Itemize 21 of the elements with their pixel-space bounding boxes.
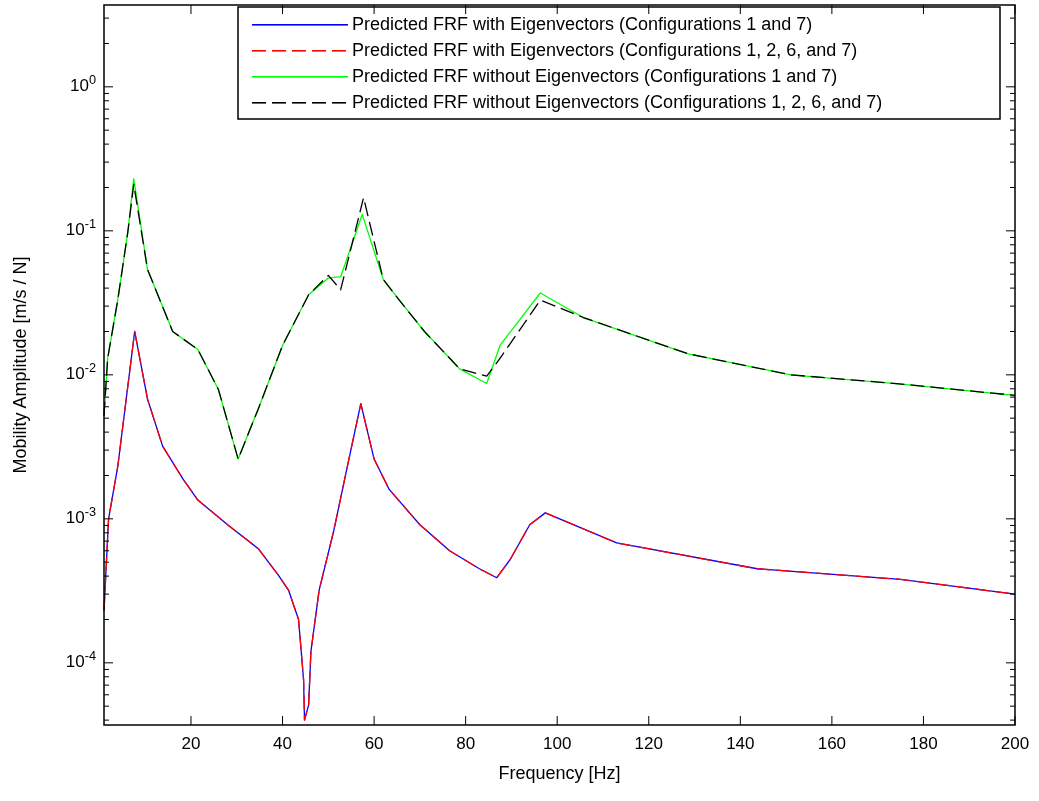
x-tick-label: 120 <box>634 734 663 753</box>
x-tick-label: 60 <box>364 734 384 753</box>
legend-label: Predicted FRF with Eigenvectors (Configurations 1, 2, 6, and 7) <box>352 40 858 60</box>
x-tick-label: 80 <box>456 734 476 753</box>
legend-label: Predicted FRF without Eigenvectors (Configurations 1, 2, 6, and 7) <box>352 92 883 112</box>
y-tick-label: 10$^{-2}$ <box>65 359 96 383</box>
y-tick-label: 10$^{0}$ <box>69 71 96 95</box>
x-tick-label: 200 <box>1000 734 1030 753</box>
x-tick-label: 40 <box>273 734 292 753</box>
y-tick-label: 10$^{-3}$ <box>65 503 96 527</box>
x-tick-label: 100 <box>543 734 572 753</box>
x-tick-label: 160 <box>817 734 847 753</box>
y-axis-title: Mobility Amplitude [m/s / N] <box>10 256 30 474</box>
y-tick-label: 10$^{-1}$ <box>65 215 96 239</box>
x-tick-label: 140 <box>726 734 755 753</box>
x-tick-label: 180 <box>909 734 938 753</box>
y-tick-label: 10$^{-4}$ <box>65 647 96 671</box>
x-tick-label: 20 <box>181 734 201 753</box>
legend-label: Predicted FRF without Eigenvectors (Configurations 1 and 7) <box>352 66 838 86</box>
x-axis-title: Frequency [Hz] <box>498 763 621 783</box>
legend-label: Predicted FRF with Eigenvectors (Configurations 1 and 7) <box>352 14 813 34</box>
